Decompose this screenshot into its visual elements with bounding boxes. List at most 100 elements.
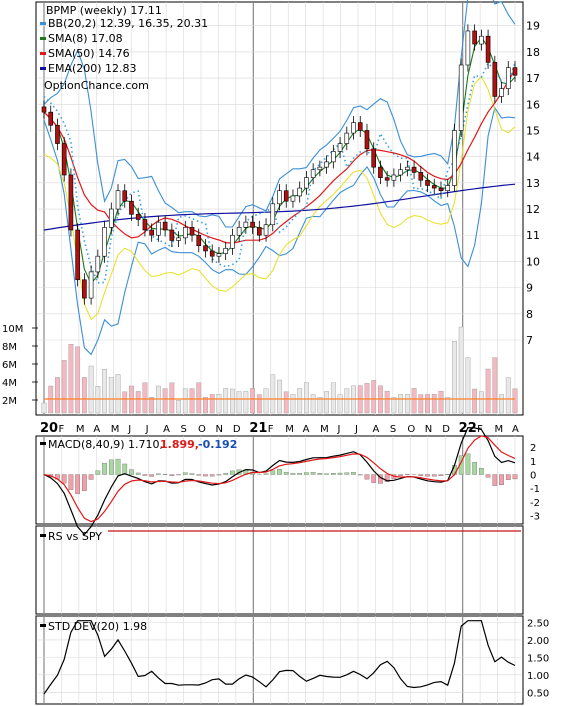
- candle-body: [485, 35, 491, 63]
- candle-body: [183, 227, 188, 239]
- candle-body: [270, 203, 276, 226]
- candle-body: [405, 166, 410, 171]
- x-tick-label: M: [76, 424, 85, 435]
- x-tick-label: D: [442, 424, 450, 435]
- candle-body: [209, 250, 215, 257]
- std-label-group: STD DEV(20) 1.98: [40, 620, 147, 633]
- candle-body: [364, 130, 370, 150]
- legend-swatch-ema200: [40, 67, 46, 70]
- x-tick-label: A: [93, 424, 100, 435]
- std-panel: [35, 615, 524, 705]
- macd-histogram-bar: [223, 473, 229, 475]
- volume-bar: [404, 394, 410, 414]
- macd-histogram-bar: [485, 474, 491, 478]
- macd-histogram-bar: [384, 474, 390, 482]
- candle-body: [196, 234, 202, 247]
- candle-body: [189, 227, 195, 236]
- legend-sma50: SMA(50) 14.76: [48, 47, 130, 60]
- macd-histogram-bar: [283, 472, 289, 475]
- volume-bar: [142, 382, 148, 414]
- macd-histogram-bar: [209, 474, 215, 477]
- price-tick-label: 9: [526, 282, 533, 295]
- macd-histogram-bar: [431, 474, 437, 477]
- volume-bar: [102, 369, 107, 414]
- volume-bar: [277, 379, 282, 414]
- ema200-line: [43, 183, 516, 231]
- x-tick-label: 20: [40, 421, 58, 436]
- macd-histogram-bar: [277, 469, 282, 475]
- legend-ema200: EMA(200) 12.83: [48, 62, 137, 75]
- price-tick-label: 7: [526, 334, 533, 347]
- volume-bar: [135, 391, 141, 414]
- macd-histogram-bar: [310, 472, 316, 475]
- candle-body: [499, 88, 504, 97]
- volume-bar: [216, 394, 222, 414]
- x-tick-label: S: [181, 424, 187, 435]
- legend-title: BPMP (weekly) 17.11: [46, 4, 162, 17]
- candle-body: [149, 229, 154, 236]
- candle-body: [425, 179, 430, 186]
- volume-bar: [283, 391, 289, 414]
- candle-body: [176, 237, 181, 241]
- macd-line: [43, 426, 516, 536]
- volume-bar: [431, 394, 437, 414]
- candle-body: [203, 245, 208, 252]
- macd-tick-label: -2: [530, 498, 540, 509]
- macd-histogram-bar: [75, 474, 80, 494]
- macd-histogram-bar: [418, 474, 424, 476]
- macd-histogram-bar: [189, 473, 195, 475]
- macd-histogram-bar: [142, 474, 148, 476]
- macd-histogram-bar: [364, 474, 370, 480]
- volume-bar: [458, 326, 464, 414]
- macd-histogram-bar: [290, 473, 296, 475]
- macd-histogram-bar: [263, 473, 269, 475]
- volume-bar: [243, 391, 249, 414]
- candle-body: [230, 234, 235, 249]
- volume-bar: [149, 397, 155, 414]
- x-tick-label: J: [337, 424, 341, 435]
- candle-body: [512, 67, 518, 76]
- candle-body: [378, 166, 383, 178]
- macd-histogram-bar: [512, 474, 518, 480]
- candle-body: [418, 172, 424, 181]
- volume-bar: [317, 397, 323, 414]
- volume-tick-label: 6M: [2, 360, 17, 371]
- volume-bar: [108, 377, 114, 414]
- macd-histogram-bar: [438, 474, 444, 476]
- rs-panel: [35, 525, 524, 615]
- candle-body: [297, 187, 302, 197]
- macd-panel: [35, 435, 524, 525]
- macd-histogram-bar: [182, 472, 188, 475]
- volume-bar: [425, 394, 430, 414]
- price-tick-label: 12: [526, 203, 540, 216]
- candle-body: [411, 166, 417, 173]
- x-tick-label: F: [477, 424, 483, 435]
- macd-histogram-bar: [230, 470, 235, 475]
- volume-bar: [229, 388, 235, 414]
- macd-histogram-bar: [88, 474, 94, 480]
- candle-body: [492, 62, 498, 97]
- macd-histogram-bar: [344, 472, 350, 475]
- candle-body: [55, 124, 60, 144]
- candle-body: [384, 177, 390, 181]
- price-tick-label: 17: [526, 72, 540, 85]
- macd-signal-value: 1.899,: [160, 438, 199, 451]
- macd-tick-label: 1: [530, 457, 536, 468]
- macd-histogram-bar: [82, 474, 87, 491]
- std-tick-label: 0.50: [527, 688, 549, 699]
- candle-body: [391, 174, 397, 181]
- macd-histogram-bar: [337, 472, 343, 475]
- candle-body: [243, 221, 249, 228]
- rs-label-group: RS vs SPY: [40, 530, 102, 543]
- candle-body: [505, 67, 511, 89]
- volume-bar: [344, 388, 350, 414]
- macd-histogram-bar: [297, 473, 303, 475]
- volume-bar: [250, 388, 255, 414]
- std-dev-line: [43, 620, 516, 695]
- x-tick-label: M: [320, 424, 329, 435]
- candle-body: [250, 221, 255, 228]
- candle-body: [115, 190, 121, 210]
- volume-bar: [176, 400, 181, 414]
- candle-body: [431, 185, 437, 189]
- candle-body: [290, 195, 296, 202]
